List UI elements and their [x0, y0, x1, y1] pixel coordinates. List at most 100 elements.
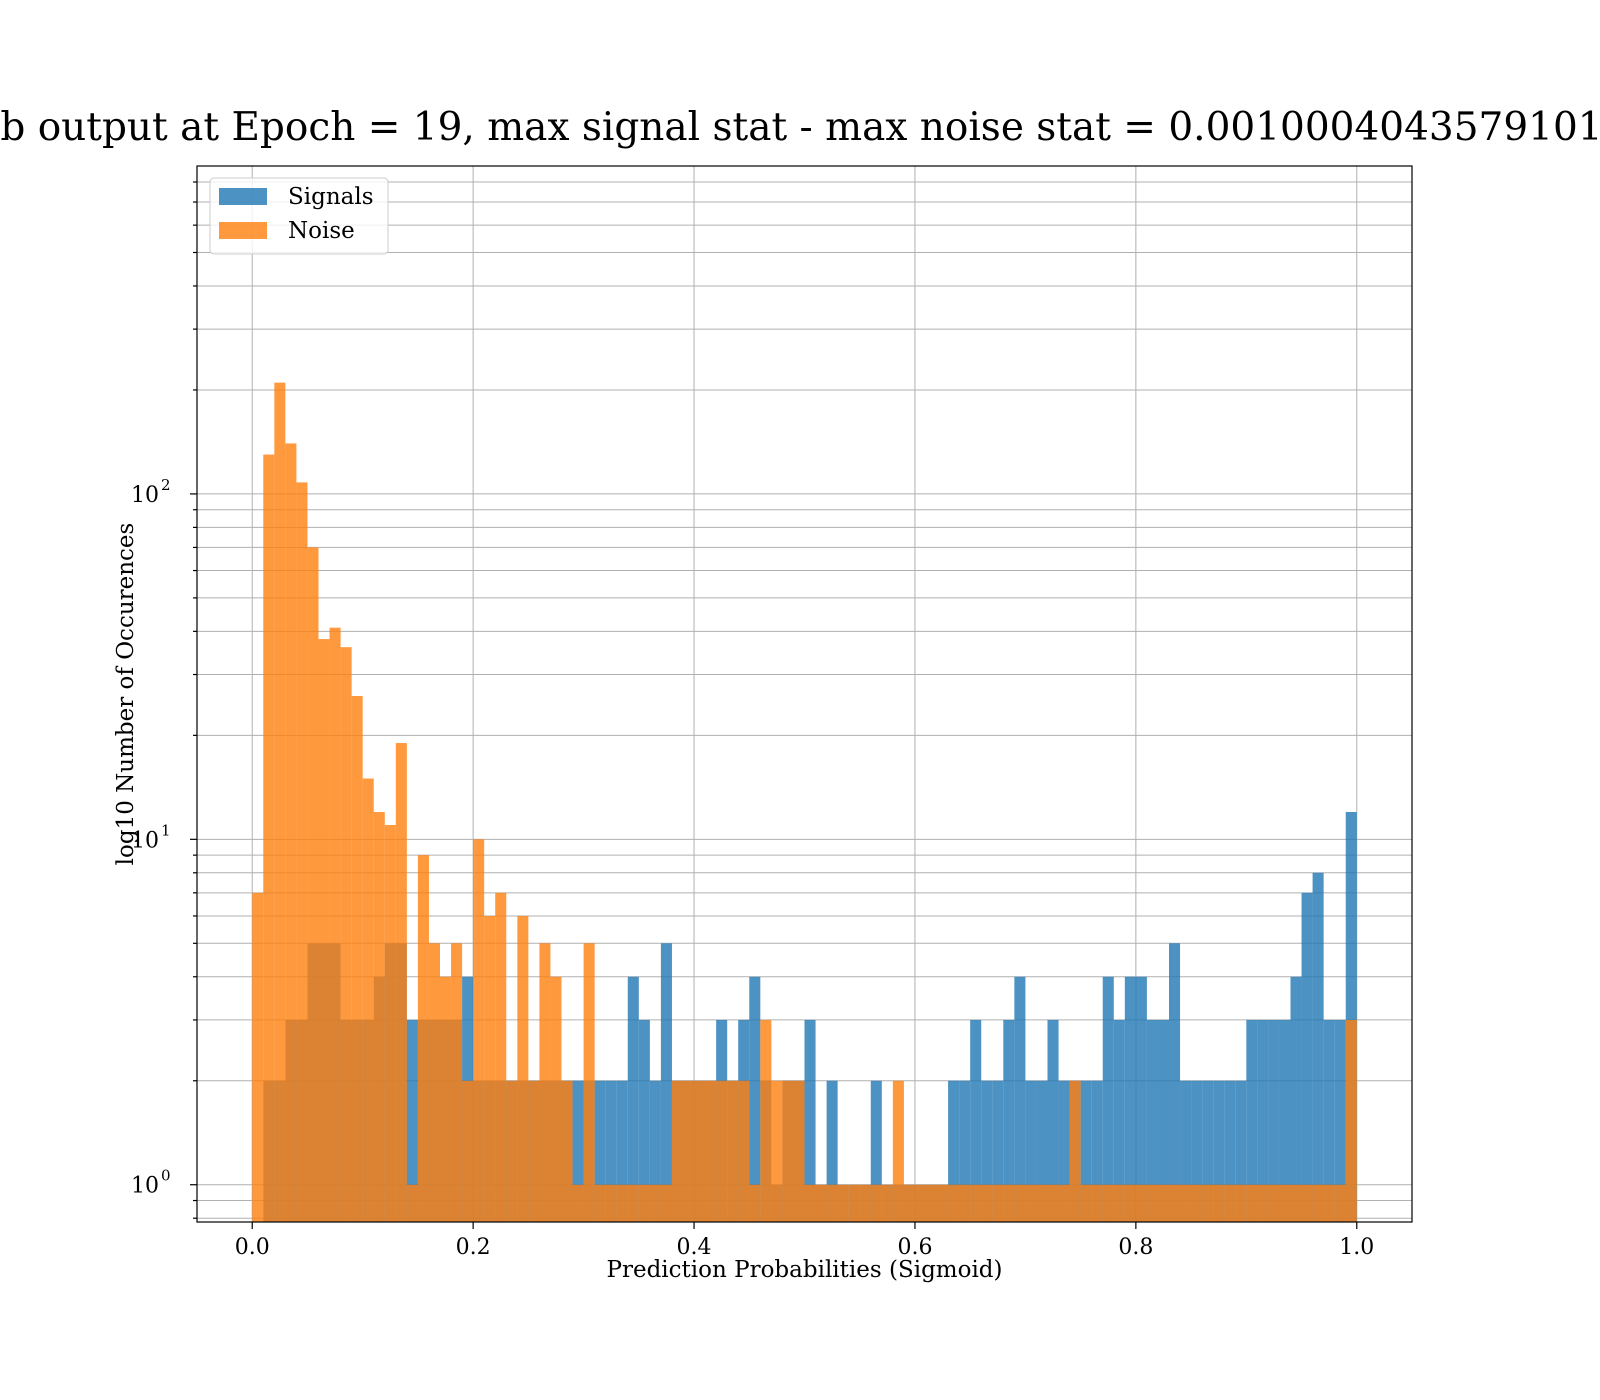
- noise-bar: [1279, 1184, 1291, 1222]
- noise-bar: [804, 1184, 816, 1222]
- noise-bar: [1213, 1184, 1225, 1222]
- noise-bar: [462, 1080, 474, 1222]
- noise-bar: [1345, 1019, 1357, 1222]
- noise-bar: [881, 1184, 893, 1222]
- noise-bar: [749, 1184, 761, 1222]
- signals-bar: [804, 1019, 816, 1222]
- signals-bar: [1014, 976, 1026, 1222]
- signals-bar: [1102, 976, 1114, 1222]
- signals-bar: [616, 1080, 628, 1222]
- noise-bar: [705, 1080, 717, 1222]
- noise-bar: [517, 915, 529, 1222]
- signals-bar: [627, 976, 639, 1222]
- noise-bar: [1069, 1080, 1081, 1222]
- noise-bar: [1124, 1184, 1136, 1222]
- noise-bar: [1047, 1184, 1059, 1222]
- signals-bar: [638, 1019, 650, 1222]
- noise-bar: [1169, 1184, 1181, 1222]
- noise-bar: [440, 976, 452, 1222]
- noise-bar: [1036, 1184, 1048, 1222]
- noise-bar: [826, 1184, 838, 1222]
- signals-bar: [1157, 1019, 1169, 1222]
- noise-bar: [583, 943, 595, 1222]
- signals-bar: [1257, 1019, 1269, 1222]
- signals-bar: [406, 1019, 418, 1222]
- signals-bar: [1058, 1080, 1070, 1222]
- noise-bar: [473, 839, 485, 1222]
- signals-bar: [1036, 1080, 1048, 1222]
- noise-bar: [252, 892, 264, 1222]
- signals-bar: [1213, 1080, 1225, 1222]
- noise-bar: [572, 1184, 584, 1222]
- noise-bar: [263, 454, 275, 1222]
- signals-bar: [970, 1019, 982, 1222]
- noise-bar: [1224, 1184, 1236, 1222]
- noise-bar: [318, 639, 330, 1222]
- noise-bar: [506, 1080, 518, 1222]
- signals-bar: [1091, 1080, 1103, 1222]
- noise-bar: [1235, 1184, 1247, 1222]
- signals-bar: [1334, 1019, 1346, 1222]
- signals-bar: [1202, 1080, 1214, 1222]
- noise-bar: [384, 825, 396, 1222]
- noise-bar: [1191, 1184, 1203, 1222]
- noise-bar: [351, 695, 363, 1222]
- y-tick-label: 10: [131, 1174, 159, 1199]
- legend-swatch-noise: [219, 222, 267, 239]
- noise-bar: [1246, 1184, 1258, 1222]
- plot-frame: [196, 165, 1413, 1223]
- signals-bar: [660, 943, 672, 1222]
- legend-label-noise: Noise: [288, 218, 355, 244]
- noise-bar: [981, 1184, 993, 1222]
- noise-bar: [373, 811, 385, 1222]
- noise-bar: [605, 1184, 617, 1222]
- x-tick-label: 0.6: [897, 1235, 932, 1260]
- signals-bar: [1279, 1019, 1291, 1222]
- signals-bar: [1224, 1080, 1236, 1222]
- noise-bar: [1058, 1184, 1070, 1222]
- signals-bar: [1047, 1019, 1059, 1222]
- noise-bar: [495, 892, 507, 1222]
- noise-bar: [870, 1184, 882, 1222]
- signals-bar: [649, 1080, 661, 1222]
- noise-bar: [484, 915, 496, 1222]
- noise-bar: [1091, 1184, 1103, 1222]
- noise-bar: [594, 1184, 606, 1222]
- y-tick-exponent: 0: [161, 1167, 171, 1185]
- x-tick-label: 0.4: [677, 1235, 712, 1260]
- noise-bar: [285, 443, 297, 1223]
- noise-bar: [660, 1184, 672, 1222]
- y-tick-label: 10: [131, 483, 159, 508]
- noise-bar: [274, 382, 286, 1223]
- signals-bar: [1268, 1019, 1280, 1222]
- y-axis-label: log10 Number of Occurences: [113, 523, 139, 866]
- noise-bar: [539, 943, 551, 1222]
- noise-bar: [948, 1184, 960, 1222]
- noise-bar: [992, 1184, 1004, 1222]
- noise-bar: [970, 1184, 982, 1222]
- noise-bar: [782, 1080, 794, 1222]
- noise-bar: [760, 1019, 772, 1222]
- signals-bar: [1080, 1080, 1092, 1222]
- x-axis-ticks: 0.0 0.2 0.4 0.6 0.8 1.0: [235, 1222, 1374, 1260]
- y-tick-label: 10: [131, 828, 159, 853]
- noise-bar: [738, 1080, 750, 1222]
- noise-bar: [627, 1184, 639, 1222]
- signals-bar: [1323, 1019, 1335, 1222]
- noise-bar: [1257, 1184, 1269, 1222]
- noise-bar: [694, 1080, 706, 1222]
- signals-bar: [1301, 892, 1313, 1222]
- noise-bar: [1202, 1184, 1214, 1222]
- signals-bar: [1113, 1019, 1125, 1222]
- noise-bar: [1146, 1184, 1158, 1222]
- noise-bar: [329, 627, 341, 1222]
- noise-bar: [937, 1184, 949, 1222]
- signals-bar: [948, 1080, 960, 1222]
- signals-bar: [1025, 1080, 1037, 1222]
- noise-bar: [683, 1080, 695, 1222]
- noise-bar: [727, 1080, 739, 1222]
- signals-bar: [1191, 1080, 1203, 1222]
- noise-bar: [671, 1080, 683, 1222]
- x-axis-label: Prediction Probabilities (Sigmoid): [607, 1257, 1003, 1283]
